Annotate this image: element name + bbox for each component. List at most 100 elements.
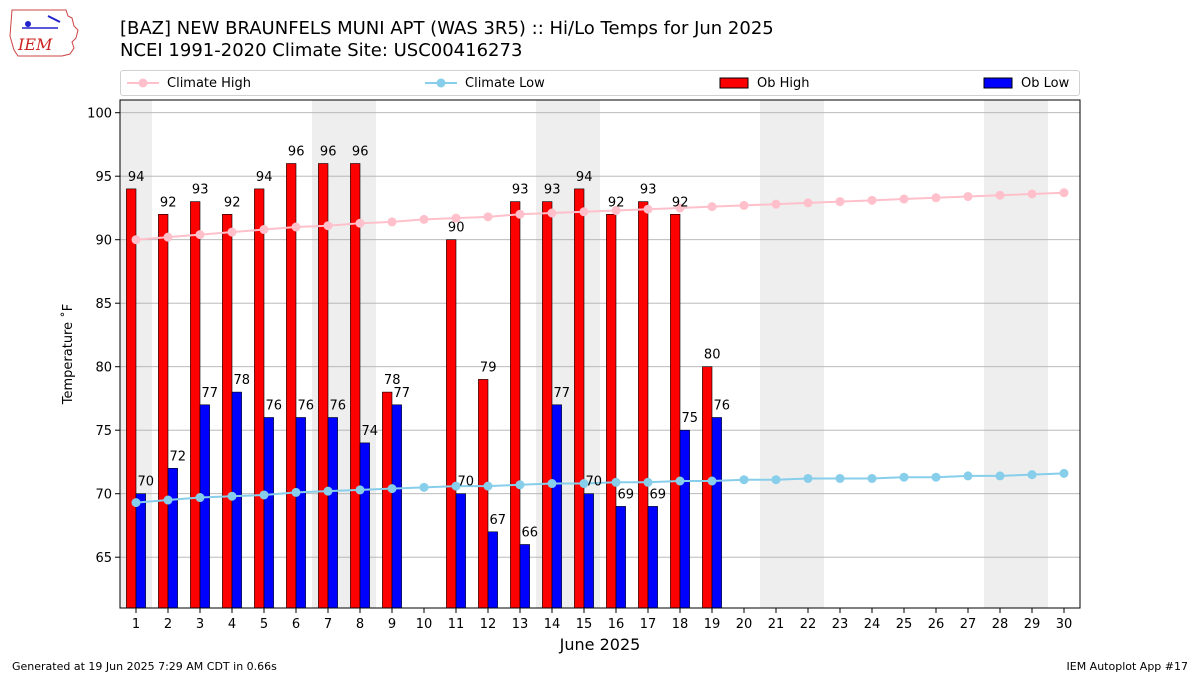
x-tick-label: 4 bbox=[228, 617, 236, 632]
chart-legend: Climate High Climate Low Ob High Ob Low bbox=[120, 70, 1080, 96]
ob-low-label: 76 bbox=[266, 399, 283, 414]
x-tick-label: 25 bbox=[896, 617, 913, 632]
climate-low-point bbox=[355, 485, 365, 495]
x-tick-label: 15 bbox=[576, 617, 593, 632]
x-tick-label: 23 bbox=[832, 617, 849, 632]
ob-high-label: 79 bbox=[480, 360, 497, 375]
ob-high-swatch-icon bbox=[719, 77, 749, 89]
ob-high-bar bbox=[446, 239, 457, 609]
x-tick-label: 2 bbox=[164, 617, 172, 632]
climate-low-point bbox=[387, 484, 397, 494]
iem-logo: IEM bbox=[9, 9, 79, 57]
climate-high-point bbox=[771, 199, 781, 209]
x-tick-label: 28 bbox=[992, 617, 1009, 632]
ob-high-label: 94 bbox=[256, 170, 273, 185]
ob-low-label: 75 bbox=[682, 411, 699, 426]
climate-high-point bbox=[259, 225, 269, 235]
x-tick-label: 29 bbox=[1024, 617, 1041, 632]
svg-text:IEM: IEM bbox=[17, 35, 53, 54]
climate-high-point bbox=[579, 207, 589, 217]
climate-high-point bbox=[451, 213, 461, 223]
ob-high-label: 90 bbox=[448, 221, 465, 236]
ob-low-bar bbox=[519, 544, 530, 609]
ob-high-label: 96 bbox=[320, 145, 337, 160]
y-tick-label: 90 bbox=[95, 234, 112, 249]
ob-low-label: 70 bbox=[458, 475, 475, 490]
ob-high-bar bbox=[190, 201, 201, 609]
ob-high-label: 78 bbox=[384, 373, 401, 388]
ob-low-bar bbox=[167, 467, 178, 609]
ob-low-label: 76 bbox=[714, 399, 731, 414]
ob-high-label: 80 bbox=[704, 348, 721, 363]
climate-low-line bbox=[135, 472, 1065, 504]
ob-low-label: 76 bbox=[298, 399, 315, 414]
ob-low-label: 66 bbox=[522, 526, 539, 541]
ob-low-bar bbox=[327, 417, 338, 609]
x-tick-label: 10 bbox=[416, 617, 433, 632]
climate-low-point bbox=[675, 476, 685, 486]
ob-high-label: 93 bbox=[544, 183, 561, 198]
climate-high-point bbox=[1027, 189, 1037, 199]
climate-high-point bbox=[675, 203, 685, 213]
climate-low-point bbox=[195, 493, 205, 503]
climate-high-point bbox=[323, 221, 333, 231]
y-tick-label: 65 bbox=[95, 551, 112, 566]
ob-low-bar bbox=[199, 404, 210, 609]
climate-high-point bbox=[291, 222, 301, 232]
ob-low-label: 77 bbox=[394, 386, 411, 401]
climate-high-point bbox=[131, 235, 141, 245]
legend-label-climate-low: Climate Low bbox=[465, 75, 545, 91]
x-tick-label: 8 bbox=[356, 617, 364, 632]
ob-low-swatch-icon bbox=[983, 77, 1013, 89]
ob-high-bar bbox=[382, 391, 393, 609]
y-tick-label: 85 bbox=[95, 297, 112, 312]
climate-low-point bbox=[835, 473, 845, 483]
climate-low-point bbox=[291, 487, 301, 497]
y-tick-label: 100 bbox=[87, 107, 112, 122]
x-tick-label: 27 bbox=[960, 617, 977, 632]
ob-low-bar bbox=[295, 417, 306, 609]
ob-high-bar bbox=[350, 163, 361, 609]
footer-generated: Generated at 19 Jun 2025 7:29 AM CDT in … bbox=[12, 660, 277, 673]
climate-high-point bbox=[1059, 188, 1069, 198]
ob-high-label: 92 bbox=[160, 195, 177, 210]
footer-app-id: IEM Autoplot App #17 bbox=[1066, 660, 1189, 673]
climate-low-point bbox=[867, 473, 877, 483]
ob-high-label: 94 bbox=[576, 170, 593, 185]
x-tick-label: 24 bbox=[864, 617, 881, 632]
chart-subtitle: NCEI 1991-2020 Climate Site: USC00416273 bbox=[120, 40, 523, 61]
chart-title: [BAZ] NEW BRAUNFELS MUNI APT (WAS 3R5) :… bbox=[120, 18, 774, 39]
ob-low-bar bbox=[615, 506, 626, 609]
x-tick-label: 30 bbox=[1056, 617, 1073, 632]
ob-high-label: 94 bbox=[128, 170, 145, 185]
ob-low-label: 76 bbox=[330, 399, 347, 414]
climate-low-point bbox=[1059, 468, 1069, 478]
ob-low-bar bbox=[551, 404, 562, 609]
climate-low-point bbox=[931, 472, 941, 482]
ob-high-label: 92 bbox=[672, 195, 689, 210]
ob-high-bar bbox=[510, 201, 521, 609]
x-tick-label: 9 bbox=[388, 617, 396, 632]
climate-low-point bbox=[451, 481, 461, 491]
climate-high-point bbox=[963, 192, 973, 202]
x-tick-label: 26 bbox=[928, 617, 945, 632]
ob-low-label: 72 bbox=[170, 449, 187, 464]
climate-high-point bbox=[643, 204, 653, 214]
climate-high-point bbox=[547, 208, 557, 218]
x-tick-label: 14 bbox=[544, 617, 561, 632]
legend-item-climate-low: Climate Low bbox=[425, 74, 545, 92]
ob-high-bar bbox=[606, 214, 617, 609]
ob-high-bar bbox=[574, 188, 585, 609]
ob-low-bar bbox=[487, 531, 498, 609]
climate-low-point bbox=[963, 471, 973, 481]
weekend-band bbox=[984, 100, 1048, 608]
x-tick-label: 17 bbox=[640, 617, 657, 632]
ob-high-bar bbox=[222, 214, 233, 609]
climate-high-point bbox=[163, 232, 173, 242]
ob-low-label: 69 bbox=[618, 487, 635, 502]
climate-high-point bbox=[803, 198, 813, 208]
ob-low-label: 70 bbox=[138, 475, 155, 490]
climate-high-point bbox=[227, 227, 237, 237]
plot-frame bbox=[119, 99, 1081, 609]
